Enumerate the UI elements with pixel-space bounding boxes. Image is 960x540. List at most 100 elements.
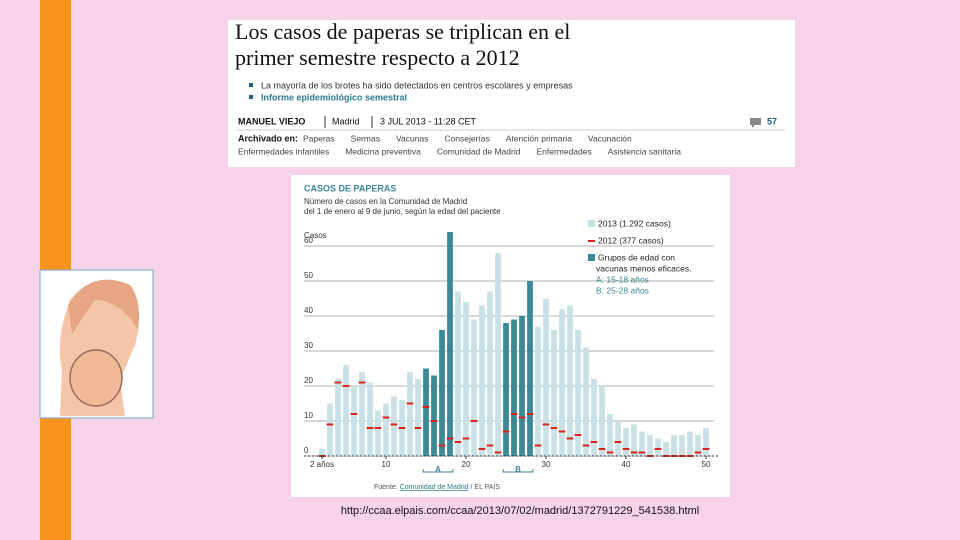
hair [68,279,139,335]
bar [543,298,549,456]
bar [703,428,709,456]
bar [663,442,669,456]
bar [567,305,573,456]
tag[interactable]: Enfermedades [536,146,591,156]
dash-mark [358,381,366,384]
chart-subtitle: Número de casos en la Comunidad de Madri… [304,197,467,206]
dash-mark [350,413,358,415]
bar [591,379,597,456]
dash-mark [502,430,510,433]
bar [599,386,605,456]
legend-label: 2012 (377 casos) [598,235,664,245]
tag[interactable]: Comunidad de Madrid [437,146,521,156]
y-tick-label: 10 [304,411,313,420]
x-tick-label: 20 [462,460,471,469]
tag[interactable]: Vacunas [396,133,428,143]
dash-mark [382,416,390,419]
tags: Paperas Sermas Vacunas Consejerías Atención … [238,133,681,156]
bar [615,421,621,456]
highlighted-bar [431,375,437,456]
dash-mark [446,437,454,440]
bar [327,403,333,456]
x-tick-label: 30 [542,460,551,469]
comment-count[interactable]: 57 [767,116,777,126]
comment-icon [750,118,761,128]
source-suffix: / EL PAÍS [469,482,501,491]
dash-mark [366,427,374,429]
tag[interactable]: Vacunación [588,133,632,143]
tag[interactable]: Enfermedades infantiles [238,146,329,156]
bar [631,424,637,456]
bar [639,431,645,456]
dash-mark [454,441,462,443]
x-tick-label: 50 [702,460,711,469]
bullet-text: La mayoría de los brotes ha sido detecta… [261,80,573,90]
highlighted-bar [519,316,525,456]
tag[interactable]: Medicina preventiva [345,146,421,156]
dash-mark [614,441,622,443]
tag[interactable]: Asistencia sanitaria [608,146,682,156]
dash-mark [390,423,398,426]
bar [319,449,325,456]
dash-mark [566,437,574,440]
dash-mark [334,381,342,384]
dash-mark [478,448,486,450]
highlighted-bar [503,323,509,456]
chart-title: CASOS DE PAPERAS [304,183,396,193]
highlighted-bar [527,281,533,456]
highlighted-bar [447,232,453,456]
url: http://ccaa.elpais.com/ccaa/2013/07/02/m… [341,505,699,517]
bar [335,379,341,456]
headline: Los casos de paperas se triplican en el [235,19,570,44]
legend-swatch [588,240,595,242]
bar [367,382,373,456]
bar [655,438,661,456]
bar [463,302,469,456]
dash-mark [430,420,438,422]
bullet-link[interactable]: Informe epidemiológico semestral [261,92,407,102]
dash-mark [342,385,350,387]
bar [415,379,421,456]
bar [343,365,349,456]
dash-mark [558,430,566,433]
dash-mark [622,448,630,450]
bar [679,435,685,456]
bar [351,386,357,456]
dash-mark [702,448,710,450]
source-link[interactable]: Comunidad de Madrid [400,484,469,491]
range-bracket [422,469,454,473]
dash-mark [526,413,534,415]
x-tick-label: 2 años [310,460,334,469]
y-tick-label: 40 [304,306,313,315]
dash-mark [550,427,558,429]
bar [359,372,365,456]
range-label: A [435,465,441,474]
bar [559,309,565,456]
bar [487,291,493,456]
bullet [249,83,253,87]
tag[interactable]: Paperas [303,133,335,143]
x-tick-label: 40 [622,460,631,469]
tag[interactable]: Consejerías [444,133,489,143]
range-label: B [515,465,521,474]
dash-mark [654,448,662,450]
tag[interactable]: Atención primaria [506,133,572,143]
highlighted-bar [511,319,517,456]
legend-swatch [588,254,595,261]
bar [455,291,461,456]
dash-mark [534,444,542,447]
bar [471,319,477,456]
legend-label: Grupos de edad con [598,252,675,262]
legend-label: vacunas menos eficaces. [596,263,691,273]
bar [551,330,557,456]
highlighted-bar [439,330,445,456]
dash-mark [630,451,638,454]
tag[interactable]: Sermas [351,133,380,143]
author: MANUEL VIEJO [238,116,305,126]
dash-mark [398,427,406,429]
bar [687,431,693,456]
dash-mark [374,427,382,429]
dash-mark [326,423,334,426]
highlighted-bar [423,368,429,456]
